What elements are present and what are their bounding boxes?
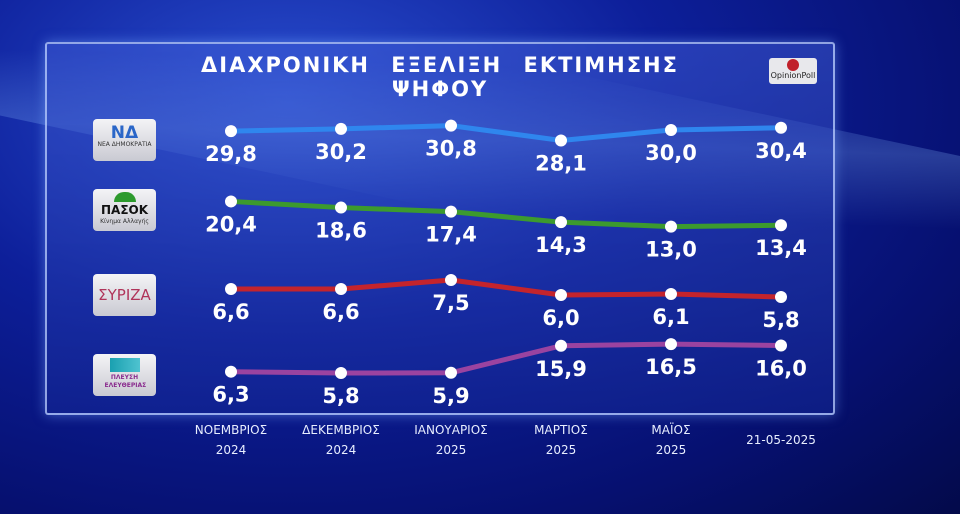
- x-tick-label: ΔΕΚΕΜΒΡΙΟΣ 2024: [302, 423, 380, 457]
- plefsi-logo: ΠΛΕΥΣΗ ΕΛΕΥΘΕΡΙΑΣ: [93, 354, 156, 396]
- data-label: 15,9: [535, 357, 587, 381]
- data-point: [775, 219, 787, 232]
- series-line-2: [231, 277, 782, 300]
- chart-title: ΔΙΑΧΡΟΝΙΚΗ ΕΞΕΛΙΞΗ ΕΚΤΙΜΗΣΗΣ ΨΗΦΟΥ: [201, 53, 679, 101]
- data-label: 17,4: [425, 223, 477, 247]
- data-point: [665, 338, 677, 351]
- pasok-sun-icon: [113, 192, 136, 202]
- data-label: 30,2: [315, 140, 367, 164]
- data-point: [445, 366, 457, 379]
- syriza-logo: ΣΥΡΙΖΑ: [93, 274, 156, 316]
- data-label: 16,0: [755, 357, 807, 381]
- x-tick-label: ΙΑΝΟΥΑΡΙΟΣ 2025: [414, 423, 488, 457]
- data-point: [555, 216, 567, 229]
- data-label: 6,6: [322, 300, 359, 324]
- data-label: 29,8: [205, 142, 257, 166]
- data-point: [555, 339, 567, 352]
- data-label: 13,4: [755, 236, 807, 260]
- data-point: [665, 124, 677, 136]
- data-label: 20,4: [205, 212, 257, 236]
- data-point: [555, 134, 567, 147]
- data-label: 6,3: [212, 383, 249, 407]
- data-point: [555, 289, 567, 301]
- data-point: [335, 201, 347, 214]
- data-label: 5,8: [762, 308, 799, 332]
- data-point: [665, 288, 677, 300]
- data-point: [335, 283, 347, 295]
- data-label: 30,0: [645, 141, 697, 165]
- x-tick-label: ΜΑΡΤΙΟΣ 2025: [534, 423, 588, 457]
- data-label: 6,1: [652, 305, 689, 329]
- data-point: [335, 367, 347, 380]
- data-point: [225, 365, 237, 378]
- x-tick-label: ΝΟΕΜΒΡΙΟΣ 2024: [194, 423, 268, 457]
- nd-logo: ΝΔ ΝΕΑ ΔΗΜΟΚΡΑΤΙΑ: [93, 119, 156, 161]
- series-line-0: [230, 123, 782, 143]
- data-label: 30,8: [425, 137, 477, 161]
- data-label: 18,6: [315, 219, 367, 243]
- data-point: [225, 283, 237, 295]
- data-label: 28,1: [535, 151, 587, 175]
- opinionpoll-logo: OpinionPoll: [769, 58, 817, 84]
- data-label: 30,4: [755, 139, 807, 163]
- data-label: 6,6: [212, 300, 249, 324]
- plefsi-ship-icon: [109, 358, 140, 372]
- data-label: 14,3: [535, 233, 587, 257]
- data-point: [445, 274, 457, 286]
- data-label: 16,5: [645, 355, 697, 379]
- data-point: [665, 220, 677, 233]
- pasok-logo: ΠΑΣΟΚ Κίνημα Αλλαγής: [93, 189, 156, 231]
- data-point: [225, 195, 237, 208]
- x-tick-label: 21-05-2025: [746, 433, 816, 447]
- data-label: 13,0: [645, 238, 697, 262]
- data-point: [225, 125, 237, 138]
- data-label: 7,5: [432, 291, 469, 315]
- x-tick-label: ΜΑΪΟΣ 2025: [651, 423, 691, 457]
- data-point: [335, 122, 347, 135]
- data-label: 5,8: [322, 384, 359, 408]
- data-point: [445, 205, 457, 218]
- data-label: 6,0: [542, 306, 579, 330]
- data-label: 5,9: [432, 384, 469, 408]
- data-point: [445, 119, 457, 132]
- data-point: [775, 339, 787, 352]
- series-line-1: [230, 198, 782, 230]
- data-point: [775, 291, 787, 303]
- data-point: [775, 121, 787, 134]
- series-line-3: [230, 341, 782, 376]
